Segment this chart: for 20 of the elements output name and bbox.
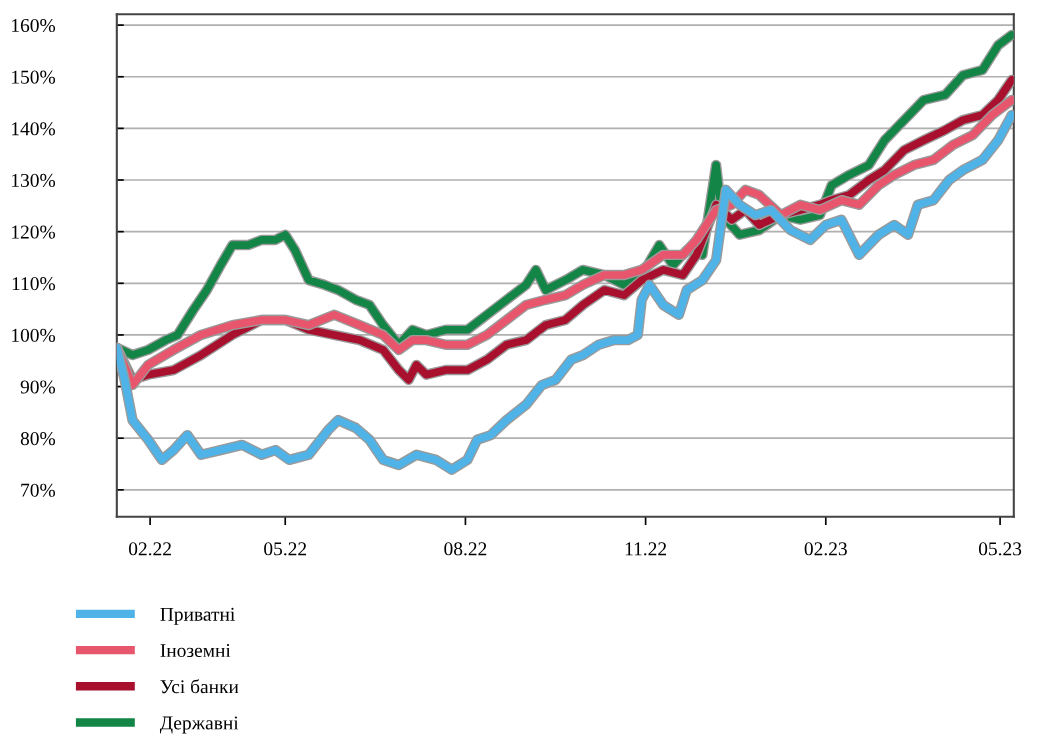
legend-label: Усі банки bbox=[160, 679, 239, 694]
y-tick-label: 80% bbox=[20, 432, 56, 446]
y-tick-label: 110% bbox=[12, 277, 56, 291]
y-tick-label: 100% bbox=[12, 328, 56, 342]
y-tick-label: 150% bbox=[12, 70, 56, 84]
legend-label: Державні bbox=[159, 716, 239, 734]
x-tick-label: 11.22 bbox=[625, 542, 667, 556]
x-tick-label: 08.22 bbox=[444, 542, 487, 556]
x-tick-label: 02.22 bbox=[128, 542, 171, 556]
y-tick-label: 120% bbox=[12, 225, 56, 239]
x-tick-label: 05.23 bbox=[978, 542, 1022, 556]
x-tick-label: 05.22 bbox=[264, 542, 307, 556]
x-tick-label: 02.23 bbox=[804, 542, 847, 556]
legend-label: Іноземні bbox=[160, 643, 231, 658]
y-tick-label: 140% bbox=[12, 122, 56, 136]
y-tick-label: 90% bbox=[20, 380, 56, 394]
y-tick-label: 70% bbox=[21, 483, 56, 497]
y-tick-label: 130% bbox=[12, 173, 56, 188]
y-tick-label: 160% bbox=[12, 18, 56, 33]
legend-label: Приватні bbox=[160, 607, 235, 625]
